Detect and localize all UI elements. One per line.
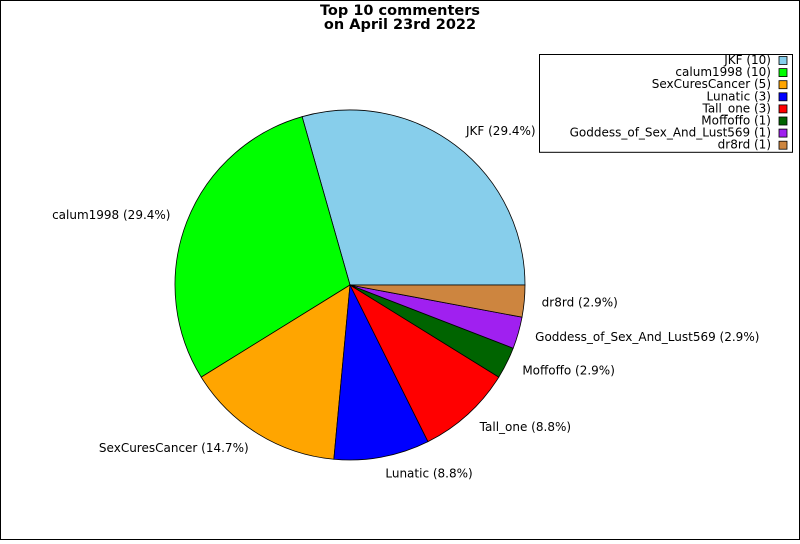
legend-label: Tall_one (3) — [701, 101, 771, 115]
pie-slice — [301, 109, 526, 286]
chart-title: on April 23rd 2022 — [324, 17, 476, 33]
legend-swatch — [778, 104, 788, 114]
legend-label: dr8rd (1) — [718, 138, 771, 152]
slice-label: JKF (29.4%) — [465, 124, 536, 138]
pie-slice — [333, 283, 429, 461]
chart-title: Top 10 commenters — [320, 3, 480, 19]
legend-swatch — [778, 68, 788, 77]
legend-swatch — [778, 80, 788, 90]
legend-label: Goddess_of_Sex_And_Lust569 (1) — [570, 126, 771, 140]
legend-label: Moffoffo (1) — [701, 114, 771, 128]
pie-slice — [349, 284, 526, 318]
legend-label: calum1998 (10) — [675, 65, 771, 79]
pie-slice — [200, 284, 351, 460]
slice-label: calum1998 (29.4%) — [52, 208, 170, 222]
legend-swatch — [778, 140, 788, 150]
slice-label: SexCuresCancer (14.7%) — [99, 441, 249, 455]
legend-swatch — [778, 92, 788, 102]
legend-swatch — [778, 56, 788, 65]
slice-label: Moffoffo (2.9%) — [522, 363, 615, 377]
legend-label: Lunatic (3) — [707, 89, 772, 103]
slice-label: Lunatic (8.8%) — [385, 467, 472, 481]
pie-slice — [349, 283, 500, 443]
legend-label: SexCuresCancer (5) — [652, 77, 771, 91]
slice-label: Goddess_of_Sex_And_Lust569 (2.9%) — [535, 330, 759, 344]
legend-label: JKF (10) — [723, 53, 771, 67]
slice-label: dr8rd (2.9%) — [542, 295, 618, 309]
slice-label: Tall_one (8.8%) — [479, 420, 571, 434]
legend-swatch — [778, 116, 788, 126]
legend-box — [539, 54, 793, 153]
legend-swatch — [778, 128, 788, 138]
